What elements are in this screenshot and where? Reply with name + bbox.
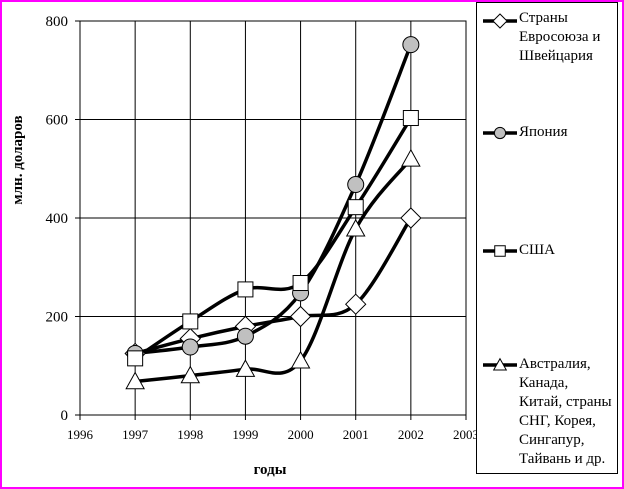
legend-label-eu: Страны Евросоюза и Швейцария: [519, 10, 601, 64]
data-point-s0-2000: [289, 305, 312, 328]
data-point-s2-1997: [127, 350, 144, 367]
data-point-s1-1998: [181, 338, 199, 356]
axes: [75, 20, 467, 420]
y-tick-label-800: 800: [46, 14, 69, 30]
legend-marker-diamond-icon: [483, 13, 517, 29]
data-point-s1-2002: [402, 36, 420, 54]
data-point-s2-2001: [347, 199, 364, 216]
y-axis-label: млн. доларов: [10, 115, 26, 204]
y-tick-label-200: 200: [46, 310, 69, 326]
y-tick-label-400: 400: [46, 211, 69, 227]
legend-marker-triangle-icon: [483, 357, 517, 371]
x-tick-label-1998: 1998: [177, 427, 203, 442]
legend-item-eu: Страны Евросоюза и Швейцария: [477, 9, 617, 69]
data-point-s2-2000: [292, 275, 309, 292]
data-point-s3-2000: [290, 350, 311, 369]
data-point-s1-2001: [347, 176, 365, 194]
data-point-s2-1998: [182, 313, 199, 330]
legend-label-others: Австралия, Канада, Китай, страны СНГ, Ко…: [519, 356, 612, 467]
legend-item-japan: Япония: [477, 123, 617, 147]
legend-symbol-1: [493, 126, 507, 140]
legend-marker-square-icon: [483, 245, 517, 257]
x-tick-label-2000: 2000: [288, 427, 314, 442]
legend-label-japan: Япония: [519, 124, 568, 140]
data-point-s1-1999: [236, 327, 254, 345]
data-point-s2-2002: [402, 110, 419, 127]
legend-label-usa: США: [519, 242, 555, 258]
y-tick-label-0: 0: [61, 408, 69, 424]
legend-item-usa: США: [477, 241, 617, 265]
tick-labels: 1996 1997 1998 1999 2000 2001 2002 2003 0 200 400 6…: [46, 14, 480, 442]
legend-item-others: Австралия, Канада, Китай, страны СНГ, Ко…: [477, 355, 617, 473]
legend-symbol-3: [492, 357, 508, 371]
data-point-s3-1999: [235, 359, 256, 377]
x-tick-label-2003: 2003: [453, 427, 479, 442]
series-lines: [133, 42, 413, 384]
x-tick-label-2002: 2002: [398, 427, 424, 442]
y-tick-label-600: 600: [46, 113, 69, 129]
x-tick-label-1999: 1999: [232, 427, 258, 442]
x-tick-label-2001: 2001: [343, 427, 369, 442]
x-tick-label-1996: 1996: [67, 427, 94, 442]
series-line-1: [133, 42, 413, 356]
legend-symbol-2: [494, 245, 506, 257]
data-point-s3-2002: [401, 148, 421, 167]
data-point-s0-2002: [400, 207, 422, 229]
data-point-s3-1997: [125, 371, 145, 390]
data-point-s2-1999: [237, 281, 254, 298]
data-point-s3-1998: [180, 365, 201, 384]
x-axis-label: годы: [254, 462, 287, 478]
x-tick-label-1997: 1997: [122, 427, 149, 442]
legend-marker-circle-icon: [483, 126, 517, 140]
legend: Страны Евросоюза и Швейцария Япония США …: [476, 2, 618, 474]
data-point-s0-2001: [345, 293, 367, 315]
legend-symbol-0: [492, 13, 508, 29]
data-point-s3-2001: [345, 218, 366, 237]
series-line-0: [133, 216, 413, 356]
data-markers: [124, 36, 422, 390]
